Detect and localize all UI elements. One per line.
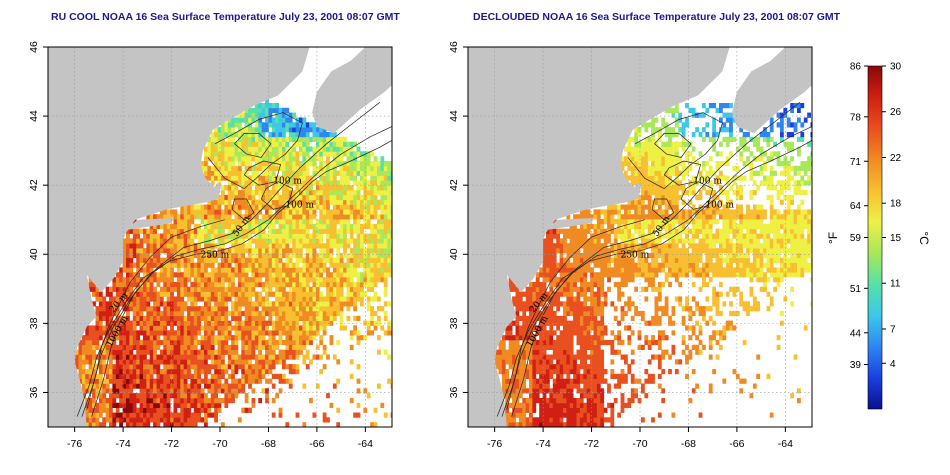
lon-tick-label: -64 [358,438,373,450]
celsius-tick-label: 26 [890,107,902,118]
lon-tick-label: -72 [164,438,179,450]
celsius-tick-label: 7 [890,324,896,335]
land-mass [545,218,594,231]
lat-lon-grid [48,47,392,427]
lat-tick-label: 36 [28,386,40,398]
contour-label: 250 m [621,251,650,261]
contour-label: 100 m [285,201,314,211]
celsius-tick-label: 22 [890,153,902,164]
land-mass [125,218,174,231]
land-mass [732,47,812,134]
lat-tick-label: 42 [28,179,40,191]
lat-lon-grid [468,47,812,427]
lat-tick-label: 44 [28,110,40,122]
lon-tick-label: -74 [536,438,551,450]
fahrenheit-unit-label: °F [826,232,840,244]
lon-tick-label: -70 [632,438,647,450]
celsius-tick-label: 15 [890,233,902,244]
fahrenheit-tick-label: 39 [850,360,862,371]
temperature-colorbar: 30 26 22 18 15 11 7 4 86 78 71 64 59 51 44 39 °F °C [826,62,931,410]
lon-tick-label: -68 [681,438,696,450]
lat-tick-label: 42 [448,179,460,191]
lon-tick-label: -70 [212,438,227,450]
fahrenheit-tick-label: 64 [850,201,862,212]
colorbar-gradient [867,65,883,410]
lon-tick-label: -76 [67,438,82,450]
celsius-tick-label: 30 [890,62,902,73]
contour-label: 100 m [273,176,302,186]
bathymetry-contours [76,102,392,417]
lat-tick-label: 36 [448,386,460,398]
land-mass [468,47,730,427]
lon-tick-label: -66 [729,438,744,450]
contour-label: 100 m [705,201,734,211]
map-title-declouded: DECLOUDED NOAA 16 Sea Surface Temperatur… [473,11,841,23]
land-mass [632,183,642,193]
map-title-ru-cool: RU COOL NOAA 16 Sea Surface Temperature … [51,11,400,23]
lon-tick-label: -68 [261,438,276,450]
fahrenheit-tick-label: 86 [850,62,862,73]
lat-tick-label: 40 [448,248,460,260]
lon-tick-label: -72 [584,438,599,450]
contour-label: 250 m [201,251,230,261]
fahrenheit-tick-label: 78 [850,112,862,123]
lat-tick-label: 38 [448,317,460,329]
fahrenheit-tick-label: 51 [850,284,862,295]
celsius-tick-label: 4 [890,359,896,370]
contour-label: 100 m [693,176,722,186]
fahrenheit-tick-label: 44 [850,328,862,339]
celsius-unit-label: °C [917,231,931,245]
lat-tick-label: 40 [28,248,40,260]
fahrenheit-tick-label: 71 [850,157,862,168]
lat-tick-label: 38 [28,317,40,329]
celsius-tick-label: 18 [890,199,902,210]
land-mass [312,47,392,134]
fahrenheit-tick-label: 59 [850,233,862,244]
lon-tick-label: -64 [778,438,793,450]
land-mass [48,47,310,427]
celsius-tick-label: 11 [890,279,901,290]
land-mass [212,183,222,193]
bathymetry-contours [496,102,812,417]
lon-tick-label: -76 [487,438,502,450]
lat-tick-label: 44 [448,110,460,122]
lat-tick-label: 46 [28,41,40,53]
lat-tick-label: 46 [448,41,460,53]
lon-tick-label: -66 [309,438,324,450]
lon-tick-label: -74 [116,438,131,450]
